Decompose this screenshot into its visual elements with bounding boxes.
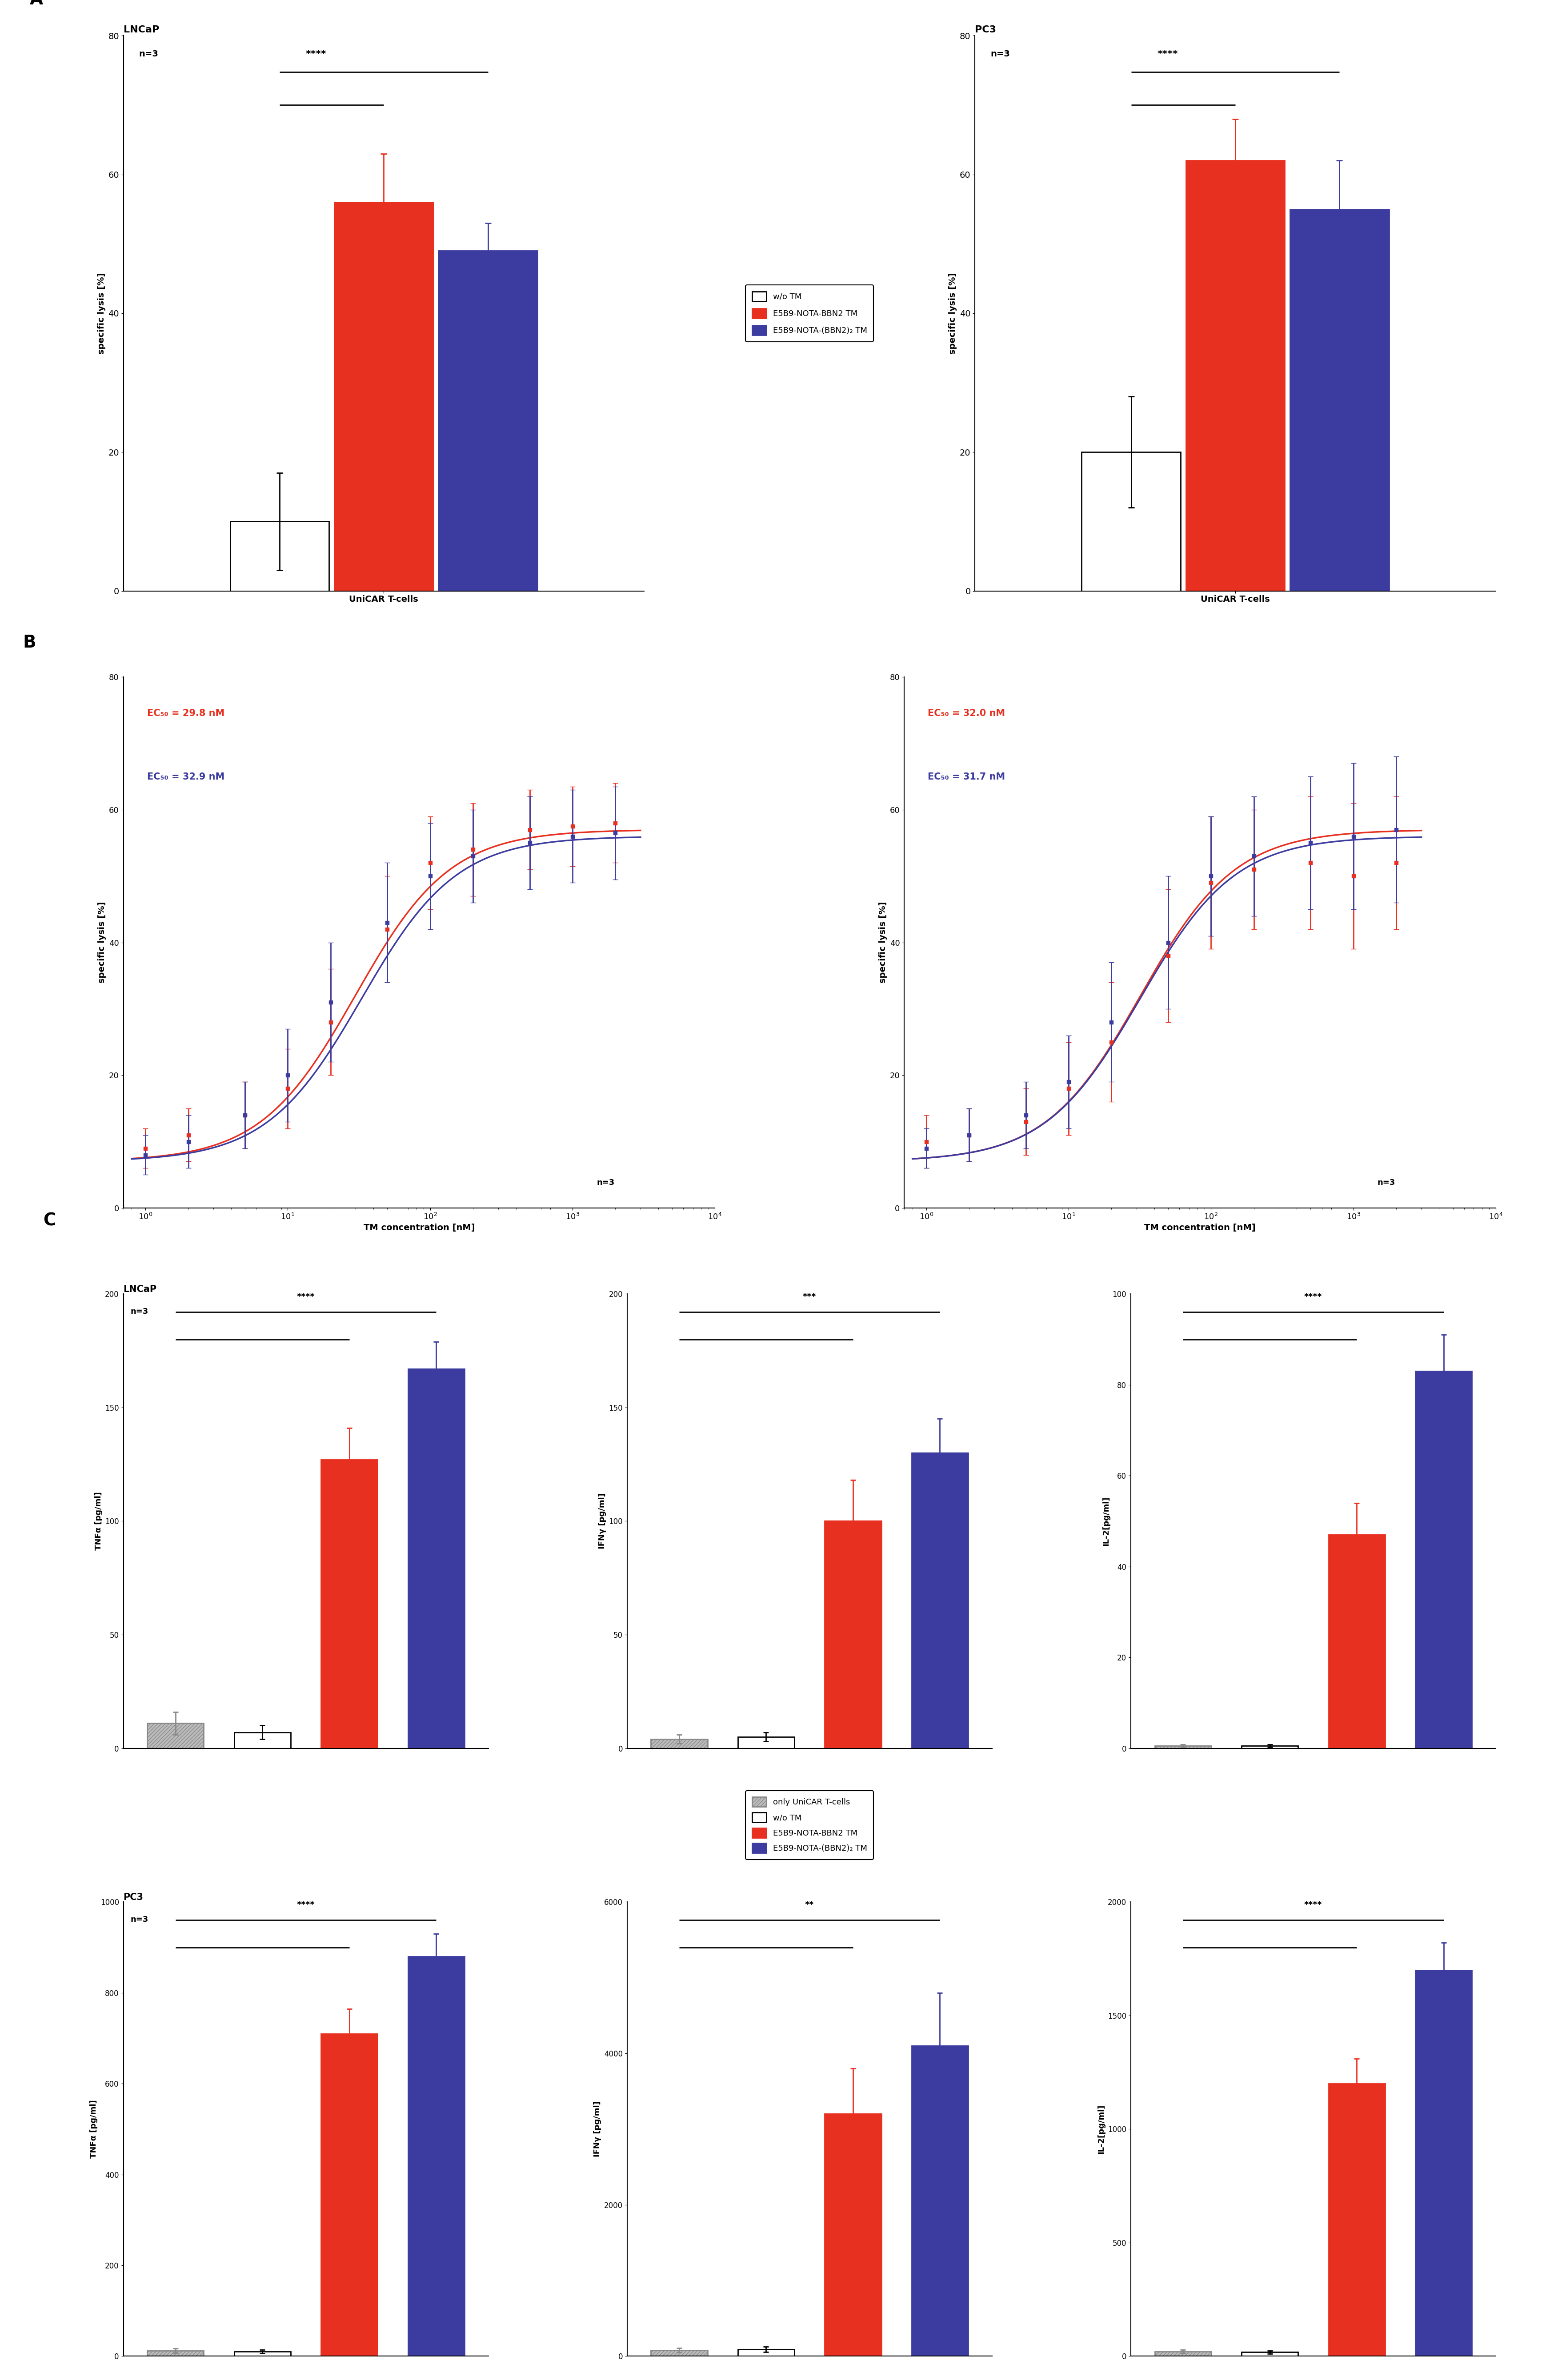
Legend: only UniCAR T-cells, w/o TM, E5B9-NOTA-BBN2 TM, E5B9-NOTA-(BBN2)₂ TM: only UniCAR T-cells, w/o TM, E5B9-NOTA-B… bbox=[746, 1790, 873, 1859]
Text: EC₅₀ = 32.9 nM: EC₅₀ = 32.9 nM bbox=[146, 774, 225, 781]
Bar bbox=[1155, 2351, 1210, 2356]
Y-axis label: TNFα [pg/ml]: TNFα [pg/ml] bbox=[89, 2099, 97, 2159]
Text: n=3: n=3 bbox=[139, 50, 159, 57]
Bar bbox=[409, 1368, 464, 1749]
Y-axis label: specific lysis [%]: specific lysis [%] bbox=[97, 274, 105, 355]
Bar bbox=[321, 1459, 378, 1749]
Bar bbox=[321, 2033, 378, 2356]
Bar bbox=[230, 521, 328, 590]
Bar bbox=[911, 1452, 968, 1749]
Bar bbox=[438, 250, 538, 590]
Y-axis label: IL-2[pg/ml]: IL-2[pg/ml] bbox=[1103, 1497, 1110, 1547]
Text: B: B bbox=[23, 635, 35, 652]
Bar bbox=[1241, 2351, 1298, 2356]
Bar bbox=[234, 2351, 290, 2356]
Bar bbox=[739, 2349, 794, 2356]
Y-axis label: IL-2[pg/ml]: IL-2[pg/ml] bbox=[1098, 2104, 1106, 2154]
Bar bbox=[409, 1956, 464, 2356]
Bar bbox=[335, 202, 433, 590]
Text: EC₅₀ = 32.0 nM: EC₅₀ = 32.0 nM bbox=[928, 709, 1005, 719]
Bar bbox=[1291, 209, 1389, 590]
Text: n=3: n=3 bbox=[597, 1178, 614, 1188]
Text: ****: **** bbox=[1305, 1292, 1321, 1302]
Text: PC3: PC3 bbox=[123, 1892, 143, 1902]
Text: ****: **** bbox=[1156, 50, 1178, 60]
Text: LNCaP: LNCaP bbox=[123, 1285, 157, 1295]
Text: EC₅₀ = 31.7 nM: EC₅₀ = 31.7 nM bbox=[928, 774, 1005, 781]
Bar bbox=[651, 1740, 708, 1749]
Bar bbox=[1329, 1535, 1385, 1749]
Text: n=3: n=3 bbox=[990, 50, 1010, 57]
Bar bbox=[825, 1521, 880, 1749]
Text: PC3: PC3 bbox=[975, 26, 996, 33]
Text: n=3: n=3 bbox=[1377, 1178, 1396, 1188]
Text: A: A bbox=[29, 0, 43, 7]
Y-axis label: TNFα [pg/ml]: TNFα [pg/ml] bbox=[94, 1492, 102, 1549]
Bar bbox=[825, 2113, 880, 2356]
Bar bbox=[146, 1723, 204, 1749]
Bar bbox=[1329, 2082, 1385, 2356]
Bar bbox=[1186, 159, 1284, 590]
Y-axis label: IFNγ [pg/ml]: IFNγ [pg/ml] bbox=[598, 1492, 606, 1549]
Text: EC₅₀ = 29.8 nM: EC₅₀ = 29.8 nM bbox=[146, 709, 225, 719]
Y-axis label: specific lysis [%]: specific lysis [%] bbox=[948, 274, 958, 355]
Text: LNCaP: LNCaP bbox=[123, 26, 159, 33]
Bar bbox=[146, 2351, 204, 2356]
Y-axis label: specific lysis [%]: specific lysis [%] bbox=[99, 902, 106, 983]
Y-axis label: IFNγ [pg/ml]: IFNγ [pg/ml] bbox=[594, 2102, 601, 2156]
Text: n=3: n=3 bbox=[131, 1307, 148, 1316]
Bar bbox=[1081, 452, 1181, 590]
Bar bbox=[911, 2047, 968, 2356]
X-axis label: TM concentration [nM]: TM concentration [nM] bbox=[1144, 1223, 1255, 1233]
Text: ****: **** bbox=[298, 1292, 315, 1302]
Text: ****: **** bbox=[1305, 1899, 1321, 1909]
Y-axis label: specific lysis [%]: specific lysis [%] bbox=[879, 902, 887, 983]
Bar bbox=[234, 1733, 290, 1749]
Text: ***: *** bbox=[803, 1292, 816, 1302]
Bar bbox=[1416, 1371, 1473, 1749]
Legend: w/o TM, E5B9-NOTA-BBN2 TM, E5B9-NOTA-(BBN2)₂ TM: w/o TM, E5B9-NOTA-BBN2 TM, E5B9-NOTA-(BB… bbox=[746, 286, 873, 343]
Bar bbox=[739, 1737, 794, 1749]
Text: C: C bbox=[43, 1211, 56, 1228]
X-axis label: TM concentration [nM]: TM concentration [nM] bbox=[364, 1223, 475, 1233]
Bar bbox=[651, 2349, 708, 2356]
Text: n=3: n=3 bbox=[131, 1916, 148, 1923]
Bar bbox=[1416, 1971, 1473, 2356]
Text: **: ** bbox=[805, 1899, 814, 1909]
Text: ****: **** bbox=[298, 1899, 315, 1909]
Text: ****: **** bbox=[305, 50, 327, 60]
